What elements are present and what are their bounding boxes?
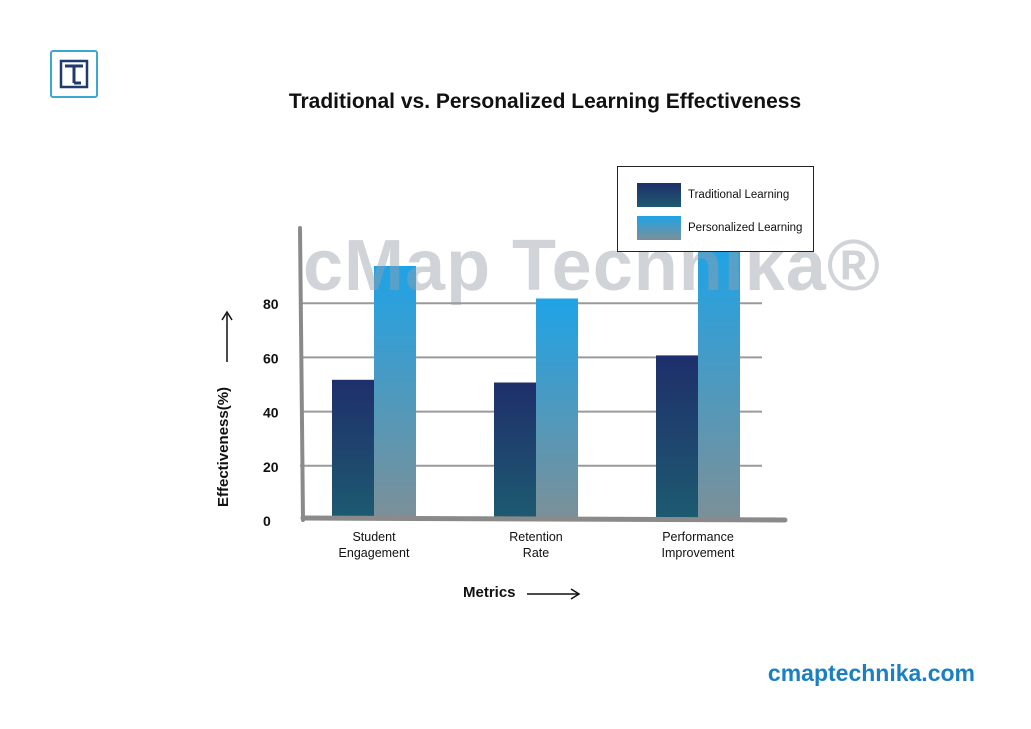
x-axis [300, 515, 788, 523]
bar-traditional [494, 382, 536, 518]
category-label: Retention [509, 530, 563, 544]
y-tick-label: 20 [263, 459, 279, 475]
legend-label-personalized: Personalized Learning [688, 222, 803, 234]
y-tick-label: 0 [263, 513, 271, 529]
y-axis-label: Effectiveness(%) [215, 386, 232, 507]
bar-traditional [332, 379, 374, 518]
y-axis [298, 226, 305, 522]
chart-title: Traditional vs. Personalized Learning Ef… [288, 90, 802, 113]
category-label: Performance [662, 530, 734, 544]
y-tick-label: 60 [263, 350, 279, 366]
bar-personalized [374, 265, 416, 518]
y-tick-label: 80 [263, 296, 279, 312]
category-label: Rate [523, 546, 549, 560]
y-tick-label: 40 [263, 405, 279, 421]
ylabel-arrow [221, 310, 233, 362]
bar-personalized [698, 247, 740, 518]
logo-t-icon [59, 59, 89, 89]
bar-personalized [536, 298, 578, 518]
category-label: Engagement [339, 546, 410, 560]
chart-legend: Traditional Learning Personalized Learni… [617, 166, 814, 252]
legend-swatch-traditional [637, 183, 681, 207]
category-label: Student [352, 530, 396, 544]
website-link[interactable]: cmaptechnika.com [767, 660, 975, 686]
xlabel-arrow [527, 588, 581, 600]
legend-label-traditional: Traditional Learning [688, 189, 790, 201]
brand-logo [50, 50, 98, 98]
bar-traditional [656, 355, 698, 518]
legend-swatch-personalized [637, 216, 681, 240]
category-label: Improvement [662, 546, 735, 560]
x-axis-label: Metrics [463, 584, 516, 601]
